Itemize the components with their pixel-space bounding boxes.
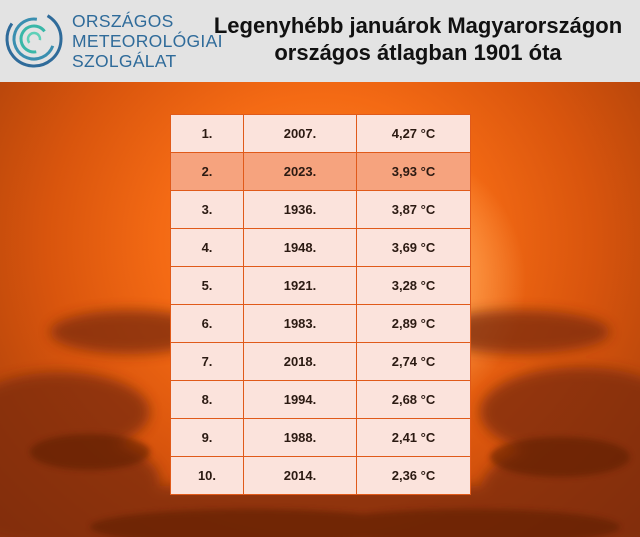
temperature-cell: 4,27 °C: [356, 114, 471, 153]
year-cell: 1983.: [243, 304, 357, 343]
rank-cell: 5.: [170, 266, 244, 305]
logo-line-3: SZOLGÁLAT: [72, 51, 177, 71]
year-cell: 1936.: [243, 190, 357, 229]
year-cell: 2018.: [243, 342, 357, 381]
rank-cell: 8.: [170, 380, 244, 419]
rank-cell: 7.: [170, 342, 244, 381]
year-cell: 1994.: [243, 380, 357, 419]
table-row: 6. 1983. 2,89 °C: [170, 304, 471, 343]
rank-cell: 10.: [170, 456, 244, 495]
year-cell: 2023.: [243, 152, 357, 191]
temperature-cell: 2,89 °C: [356, 304, 471, 343]
year-cell: 1988.: [243, 418, 357, 457]
table-row: 9. 1988. 2,41 °C: [170, 418, 471, 457]
temperature-cell: 3,93 °C: [356, 152, 471, 191]
temperature-cell: 3,87 °C: [356, 190, 471, 229]
table-row: 3. 1936. 3,87 °C: [170, 190, 471, 229]
temperature-cell: 2,74 °C: [356, 342, 471, 381]
year-cell: 1921.: [243, 266, 357, 305]
title-line-2: országos átlagban 1901 óta: [274, 40, 562, 65]
table-row: 8. 1994. 2,68 °C: [170, 380, 471, 419]
temperature-cell: 2,41 °C: [356, 418, 471, 457]
rank-cell: 4.: [170, 228, 244, 267]
logo-line-2: METEOROLÓGIAI: [72, 31, 223, 51]
table-row: 10. 2014. 2,36 °C: [170, 456, 471, 495]
clouds-decoration: [0, 310, 640, 537]
sunset-background: [0, 82, 640, 537]
rank-cell: 9.: [170, 418, 244, 457]
temperature-cell: 3,28 °C: [356, 266, 471, 305]
rank-cell: 6.: [170, 304, 244, 343]
title-line-1: Legenyhébb januárok Magyarországon: [213, 13, 623, 38]
temperature-cell: 3,69 °C: [356, 228, 471, 267]
temperature-cell: 2,68 °C: [356, 380, 471, 419]
temperature-cell: 2,36 °C: [356, 456, 471, 495]
rank-cell: 3.: [170, 190, 244, 229]
ranking-table: 1. 2007. 4,27 °C 2. 2023. 3,93 °C 3. 1936. 3,87 …: [170, 114, 471, 495]
table-row: 2. 2023. 3,93 °C: [170, 152, 471, 191]
logo-spiral-icon: [5, 10, 63, 68]
rank-cell: 1.: [170, 114, 244, 153]
table-row: 7. 2018. 2,74 °C: [170, 342, 471, 381]
rank-cell: 2.: [170, 152, 244, 191]
year-cell: 2014.: [243, 456, 357, 495]
year-cell: 2007.: [243, 114, 357, 153]
page-title: Legenyhébb januárok Magyarországon orszá…: [196, 12, 640, 66]
table-row: 1. 2007. 4,27 °C: [170, 114, 471, 153]
year-cell: 1948.: [243, 228, 357, 267]
table-row: 4. 1948. 3,69 °C: [170, 228, 471, 267]
logo-wordmark: ORSZÁGOS METEOROLÓGIAI SZOLGÁLAT: [72, 11, 223, 71]
logo-line-1: ORSZÁGOS: [72, 11, 174, 31]
table-row: 5. 1921. 3,28 °C: [170, 266, 471, 305]
header-bar: ORSZÁGOS METEOROLÓGIAI SZOLGÁLAT Legenyh…: [0, 0, 640, 82]
